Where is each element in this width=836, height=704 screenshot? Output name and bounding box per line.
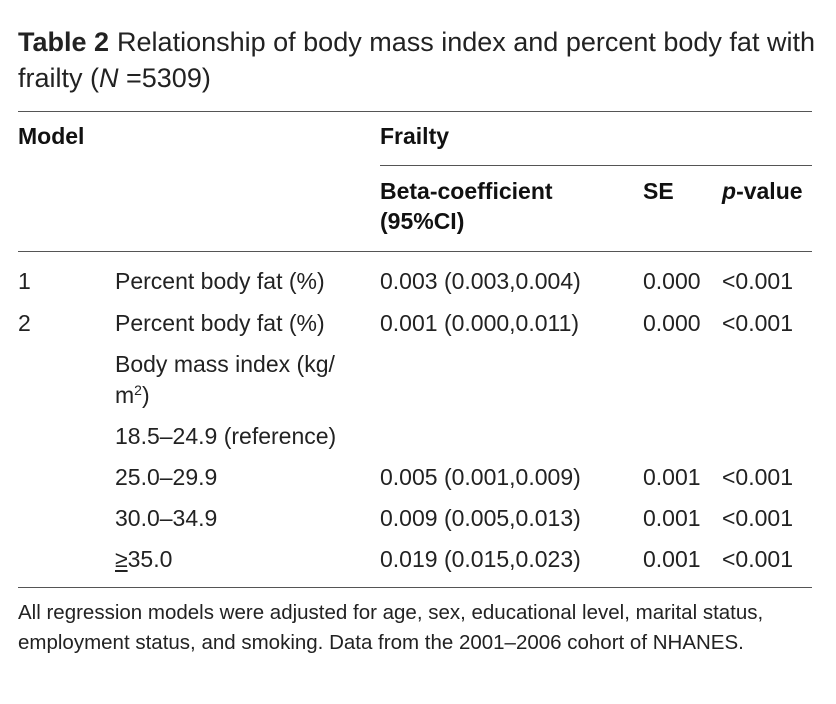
row1-model: 1 (18, 268, 31, 294)
table-label: Table 2 (18, 27, 110, 57)
row1-variable: Percent body fat (%) (115, 268, 325, 294)
row1-p: <0.001 (722, 268, 793, 294)
top-rule (18, 111, 812, 112)
row3-variable-unit: m (115, 382, 135, 408)
row2-variable: Percent body fat (%) (115, 310, 325, 336)
frailty-rule (380, 165, 812, 166)
row7-variable: ≥35.0 (115, 544, 172, 574)
row6-beta: 0.009 (0.005,0.013) (380, 505, 581, 531)
row7-beta: 0.019 (0.015,0.023) (380, 546, 581, 572)
row7-variable-value: 35.0 (127, 546, 173, 572)
header-beta: Beta-coefficient (380, 178, 553, 204)
header-p-rest: -value (736, 178, 803, 204)
header-se: SE (643, 178, 674, 204)
row2-model: 2 (18, 310, 31, 336)
header-rule (18, 251, 812, 252)
row6-variable: 30.0–34.9 (115, 505, 218, 531)
row2-p: <0.001 (722, 310, 793, 336)
row7-variable-symbol: ≥ (115, 546, 128, 572)
row5-variable: 25.0–29.9 (115, 464, 218, 490)
row5-se: 0.001 (643, 464, 701, 490)
row3-variable-line2: m2) (115, 380, 150, 410)
row4-variable: 18.5–24.9 (reference) (115, 423, 337, 449)
row6-p: <0.001 (722, 505, 793, 531)
header-model: Model (18, 123, 85, 149)
row1-beta: 0.003 (0.003,0.004) (380, 268, 581, 294)
row5-beta: 0.005 (0.001,0.009) (380, 464, 581, 490)
table-footnote: All regression models were adjusted for … (18, 601, 764, 654)
row2-beta: 0.001 (0.000,0.011) (380, 310, 580, 336)
header-frailty: Frailty (380, 123, 450, 149)
row1-se: 0.000 (643, 268, 701, 294)
row3-variable-line1: Body mass index (kg/ (115, 351, 335, 377)
table-title-end: =5309) (118, 63, 211, 93)
row7-p: <0.001 (722, 546, 793, 572)
header-p-value: p-value (722, 176, 803, 206)
row2-se: 0.000 (643, 310, 701, 336)
header-beta-ci: (95%CI) (380, 208, 465, 234)
row5-p: <0.001 (722, 464, 793, 490)
bottom-rule (18, 587, 812, 588)
row6-se: 0.001 (643, 505, 701, 531)
table-title-text: Relationship of body mass index and perc… (18, 27, 815, 93)
row3-variable-sup: 2 (134, 382, 142, 398)
row7-se: 0.001 (643, 546, 701, 572)
header-p-italic: p (722, 178, 737, 204)
table-title: Table 2 Relationship of body mass index a… (18, 24, 818, 96)
table-title-n: N (99, 63, 119, 93)
row3-variable-close: ) (141, 382, 150, 408)
